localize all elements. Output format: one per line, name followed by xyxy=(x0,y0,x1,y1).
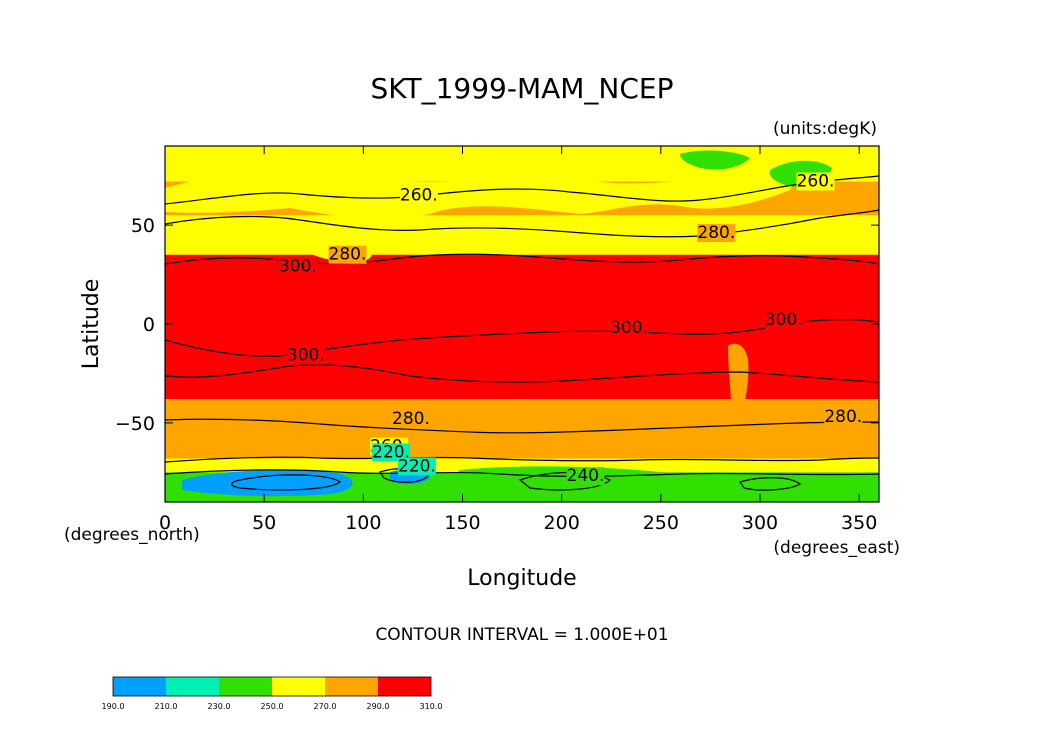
contour-label-4: 300. xyxy=(279,257,317,277)
contour-label-12: 220. xyxy=(398,456,436,476)
x-tick-label: 300 xyxy=(742,512,778,534)
colorbar-tick-label: 190.0 xyxy=(102,702,125,711)
contour-label-5: 300. xyxy=(610,318,648,338)
y-unit-label: (degrees_north) xyxy=(64,525,200,545)
x-axis-label: Longitude xyxy=(467,566,576,591)
temperature-regions xyxy=(165,150,879,500)
contour-interval-label: CONTOUR INTERVAL = 1.000E+01 xyxy=(375,625,668,645)
antarctic-blue-region-west xyxy=(182,470,353,497)
contour-label-3: 280. xyxy=(329,245,367,265)
colorbar-swatch xyxy=(325,677,378,696)
contour-label-bg xyxy=(391,409,430,428)
contour-240-ring-east xyxy=(739,477,802,491)
contour-label-bg xyxy=(796,172,835,191)
temperature-band-3 xyxy=(165,399,879,459)
contour-label-7: 300. xyxy=(287,346,325,366)
contour-label-bg xyxy=(328,245,367,264)
contour-label-8: 280. xyxy=(392,409,430,429)
contour-label-bg xyxy=(824,407,863,426)
temperature-band-4 xyxy=(165,458,879,473)
contour-label-1: 260. xyxy=(797,172,835,192)
contour-label-bg xyxy=(372,443,411,462)
y-axis-label: Latitude xyxy=(79,279,104,370)
colorbar: 190.0 210.0 230.0 250.0 270.0 290.0 310.0 xyxy=(102,676,443,711)
colorbar-tick-label: 230.0 xyxy=(208,702,231,711)
chart-title: SKT_1999-MAM_NCEP xyxy=(371,72,674,105)
contour-label-0: 260. xyxy=(400,185,438,205)
contour-240-ring xyxy=(518,471,612,491)
y-axis-ticks: −50 0 50 xyxy=(115,215,879,435)
contour-label-9: 280. xyxy=(824,407,862,427)
contour-label-bg xyxy=(399,186,438,205)
contour-label-bg xyxy=(397,457,436,476)
contour-300-south xyxy=(165,364,879,383)
colorbar-tick-label: 310.0 xyxy=(420,702,443,711)
colorbar-swatch xyxy=(272,677,325,696)
contour-label-bg xyxy=(697,223,736,242)
contour-280-north xyxy=(165,209,879,238)
contour-labels: 260. 260. 280. 280. 300. 300. 300. 300. 280. 280.… xyxy=(278,172,863,486)
contour-label-2: 280. xyxy=(697,223,735,243)
colorbar-swatch xyxy=(113,677,166,696)
units-label: (units:degK) xyxy=(773,119,877,139)
antarctic-green-region xyxy=(456,466,879,500)
patagonia-region xyxy=(733,384,742,410)
colorbar-tick-label: 270.0 xyxy=(314,702,337,711)
x-tick-label: 50 xyxy=(252,512,276,534)
temperature-band-2 xyxy=(165,254,879,400)
colorbar-swatch xyxy=(378,677,431,696)
x-tick-label: 250 xyxy=(643,512,679,534)
x-axis-ticks: 0 50 100 150 200 250 300 350 xyxy=(159,146,877,534)
siberia-region xyxy=(165,170,800,218)
contour-260-north xyxy=(165,175,879,205)
colorbar-swatch xyxy=(219,677,272,696)
y-tick-label: 0 xyxy=(143,314,155,336)
colorbar-tick-label: 210.0 xyxy=(155,702,178,711)
colorbar-tick-label: 250.0 xyxy=(261,702,284,711)
colorbar-frame xyxy=(112,676,432,697)
andes-region xyxy=(728,343,749,435)
x-tick-label: 350 xyxy=(841,512,877,534)
x-tick-label: 0 xyxy=(159,512,171,534)
contour-280-south xyxy=(165,418,879,434)
x-tick-label: 100 xyxy=(345,512,381,534)
x-tick-label: 150 xyxy=(444,512,480,534)
contour-lines xyxy=(165,175,879,491)
arctic-green-region xyxy=(680,150,750,170)
colorbar-swatch xyxy=(166,677,219,696)
contour-label-6: 300. xyxy=(765,310,803,330)
contour-label-13: 240. xyxy=(567,466,605,486)
y-tick-label: −50 xyxy=(115,413,155,435)
contour-label-bg xyxy=(610,318,649,337)
x-unit-label: (degrees_east) xyxy=(773,538,900,558)
contour-label-bg xyxy=(566,467,605,486)
y-tick-label: 50 xyxy=(131,215,155,237)
x-tick-label: 200 xyxy=(544,512,580,534)
colorbar-tick-label: 290.0 xyxy=(367,702,390,711)
contour-260-south xyxy=(165,456,879,463)
contour-240-south xyxy=(165,469,879,477)
contour-label-bg xyxy=(764,311,803,329)
contour-label-bg xyxy=(278,257,317,276)
contour-label-bg xyxy=(286,346,325,365)
contour-220-ring-a xyxy=(231,474,341,491)
